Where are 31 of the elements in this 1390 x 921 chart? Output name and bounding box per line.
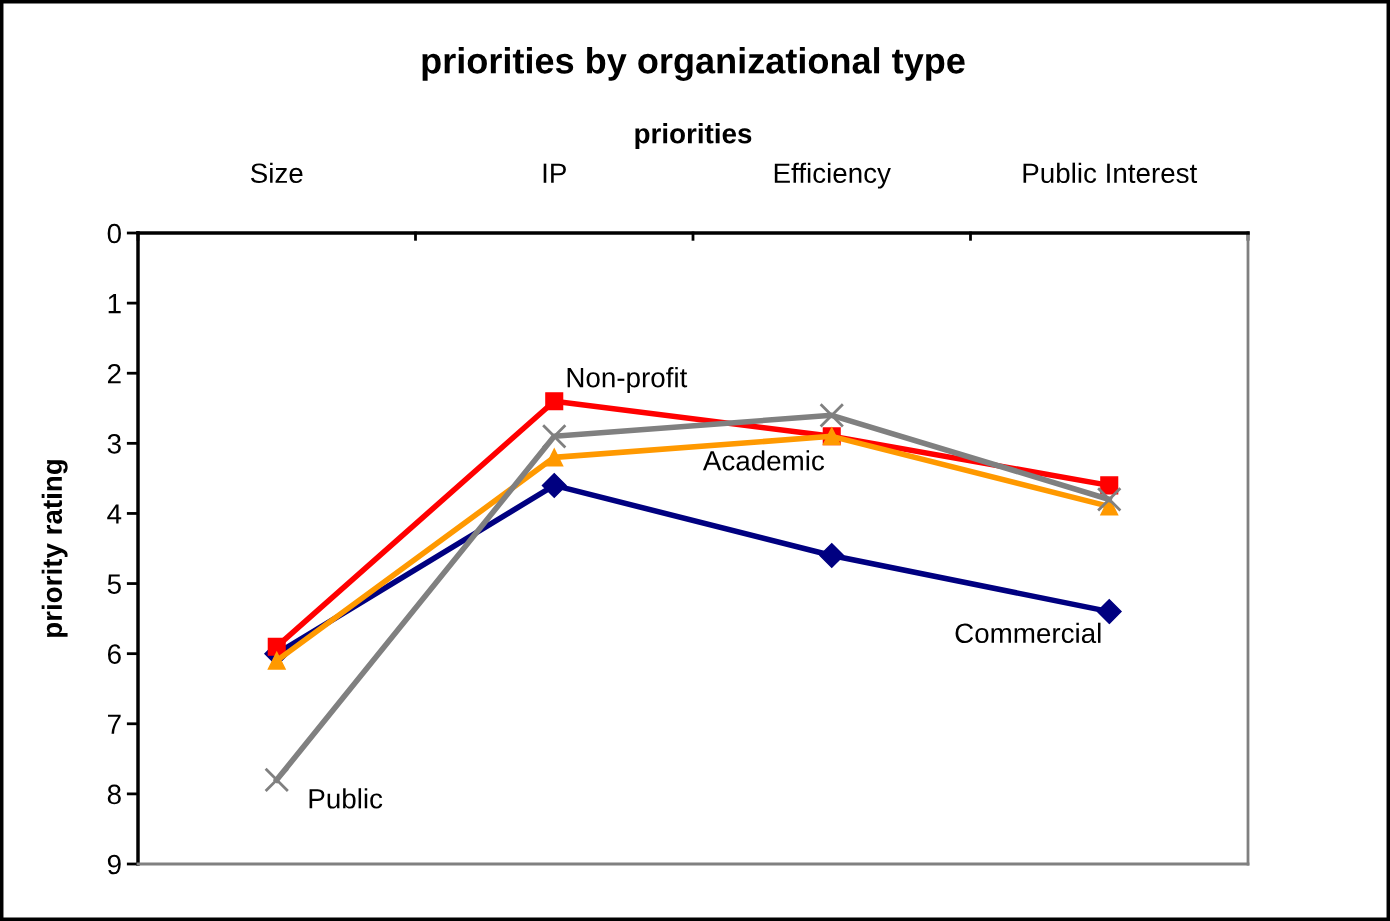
series-label: Academic (702, 450, 825, 471)
point (1096, 486, 1122, 512)
chart-title: priorities by organizational type (422, 47, 965, 81)
point (819, 402, 845, 428)
point (1100, 476, 1119, 495)
x-tick-label: IP (543, 163, 566, 183)
point (819, 543, 845, 568)
y-tick-label: 2 (107, 363, 121, 384)
point (541, 423, 567, 449)
point (264, 767, 290, 793)
x-tick-label: Efficiency (774, 162, 891, 189)
x-tick-label: Size (250, 162, 303, 184)
y-tick-label: 6 (107, 644, 121, 665)
y-axis-title: priority rating (41, 460, 68, 637)
y-tick-label: 5 (107, 574, 121, 594)
y-tick-label: 7 (108, 714, 121, 734)
y-tick-label: 0 (107, 223, 121, 244)
y-tick-label: 9 (107, 854, 121, 875)
series-label: Commercial (955, 622, 1101, 644)
point (545, 448, 564, 467)
x-tick-label: Public Interest (1023, 162, 1198, 184)
point (541, 472, 567, 498)
point (545, 392, 564, 411)
series-label: Non-profit (567, 367, 688, 393)
series-label: Public (309, 788, 383, 809)
x-axis-title: priorities (635, 123, 752, 149)
y-tick-label: 3 (107, 434, 121, 454)
y-tick-label: 1 (108, 294, 121, 314)
y-tick-label: 8 (107, 784, 121, 805)
point (267, 651, 286, 670)
y-tick-label: 4 (107, 504, 122, 524)
